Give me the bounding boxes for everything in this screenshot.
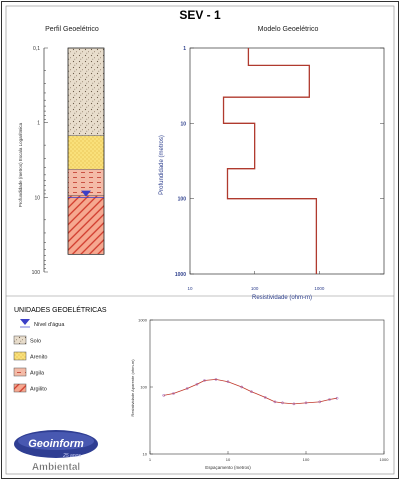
- geoelectric-profile: 0,1 1 10 100: [32, 46, 105, 276]
- legend-item-argilito: Argilito: [13, 383, 47, 393]
- curve-point: [203, 379, 206, 382]
- profile-tick-label: 1: [37, 121, 40, 127]
- model-xtick-label: 10: [187, 286, 193, 291]
- curve-ytick-label: 100: [140, 385, 147, 390]
- model-frame: [189, 47, 385, 275]
- curve-point: [335, 396, 339, 400]
- curve-xtick-label: 1000: [380, 457, 390, 462]
- model-line: [222, 48, 318, 274]
- page-title: SEV - 1: [179, 8, 221, 22]
- legend-water-label: Nível d'água: [34, 322, 65, 328]
- curve-point: [273, 400, 277, 404]
- legend-item-solo: Solo: [13, 335, 41, 345]
- curve-xtick-label: 10: [226, 457, 231, 462]
- model-chart: 1 10 100 1000 10 100 1000: [175, 46, 385, 291]
- water-level-icon: [20, 319, 30, 325]
- logo-sub: Ambiental: [32, 462, 81, 473]
- curve-xtick-label: 1: [149, 457, 152, 462]
- model-ytick-label: 1000: [175, 272, 186, 278]
- curve-point: [281, 401, 284, 405]
- profile-tick-label: 10: [34, 195, 40, 201]
- curve-xlabel: Espaçamento (metros): [205, 465, 251, 470]
- profile-tick-label: 100: [32, 270, 41, 276]
- curve-point: [292, 402, 296, 406]
- profile-title: Perfil Geoelétrico: [45, 26, 99, 33]
- legend-water: Nível d'água: [20, 319, 65, 328]
- curve-point: [162, 394, 166, 397]
- curve-point: [195, 382, 199, 386]
- curve-ylabel: Resistividade Aparente (ohm-m): [130, 359, 135, 417]
- svg-text:Argilito: Argilito: [30, 387, 47, 393]
- curve-point: [328, 398, 331, 401]
- legend-item-arenito: Arenito: [13, 351, 47, 361]
- curve-frame: [149, 319, 385, 455]
- profile-ylabel: Profundidade (metros) Escala Logarítmica: [18, 122, 23, 207]
- model-title: Modelo Geoelétrico: [258, 26, 319, 33]
- curve-point: [172, 392, 175, 395]
- svg-text:Solo: Solo: [30, 339, 41, 345]
- curve-point: [263, 396, 267, 399]
- logo-name: Geoinform: [28, 438, 84, 450]
- model-xtick-label: 1000: [314, 286, 325, 291]
- model-xlabel: Resistividade (ohm-m): [252, 295, 312, 301]
- profile-layer-argilito: [67, 195, 105, 255]
- profile-layer-areito: [67, 135, 105, 170]
- curve-ytick-label: 1000: [138, 318, 148, 323]
- svg-text:Arenito: Arenito: [30, 355, 47, 361]
- curve-point: [318, 400, 322, 404]
- profile-layer-solo: [67, 47, 105, 137]
- curve-point: [240, 385, 244, 389]
- svg-text:Argila: Argila: [30, 371, 45, 377]
- model-ytick-label: 100: [178, 197, 187, 203]
- model-ytick-label: 1: [183, 46, 186, 52]
- curve-point: [304, 401, 308, 405]
- model-ylabel: Profundidade (metros): [159, 135, 165, 195]
- water-level-icon: [81, 190, 91, 197]
- curve-point: [250, 390, 253, 394]
- model-ytick-label: 10: [180, 121, 186, 127]
- legend-title: UNIDADES GEOELÉTRICAS: [14, 305, 107, 314]
- curve-point: [226, 380, 230, 384]
- curve-ytick-label: 10: [143, 452, 148, 457]
- curve-line: [163, 378, 338, 405]
- company-logo: Geoinform 25 anos Ambiental: [14, 430, 98, 473]
- curve-point: [185, 387, 189, 390]
- model-xtick-label: 100: [251, 286, 259, 291]
- legend-item-argila: Argila: [13, 367, 45, 377]
- profile-column-border: [67, 47, 105, 255]
- logo-years: 25 anos: [62, 453, 81, 459]
- profile-tick-label: 0,1: [33, 46, 40, 52]
- curve-point: [214, 378, 218, 381]
- curve-xtick-label: 100: [303, 457, 310, 462]
- inner-frame: [5, 5, 395, 475]
